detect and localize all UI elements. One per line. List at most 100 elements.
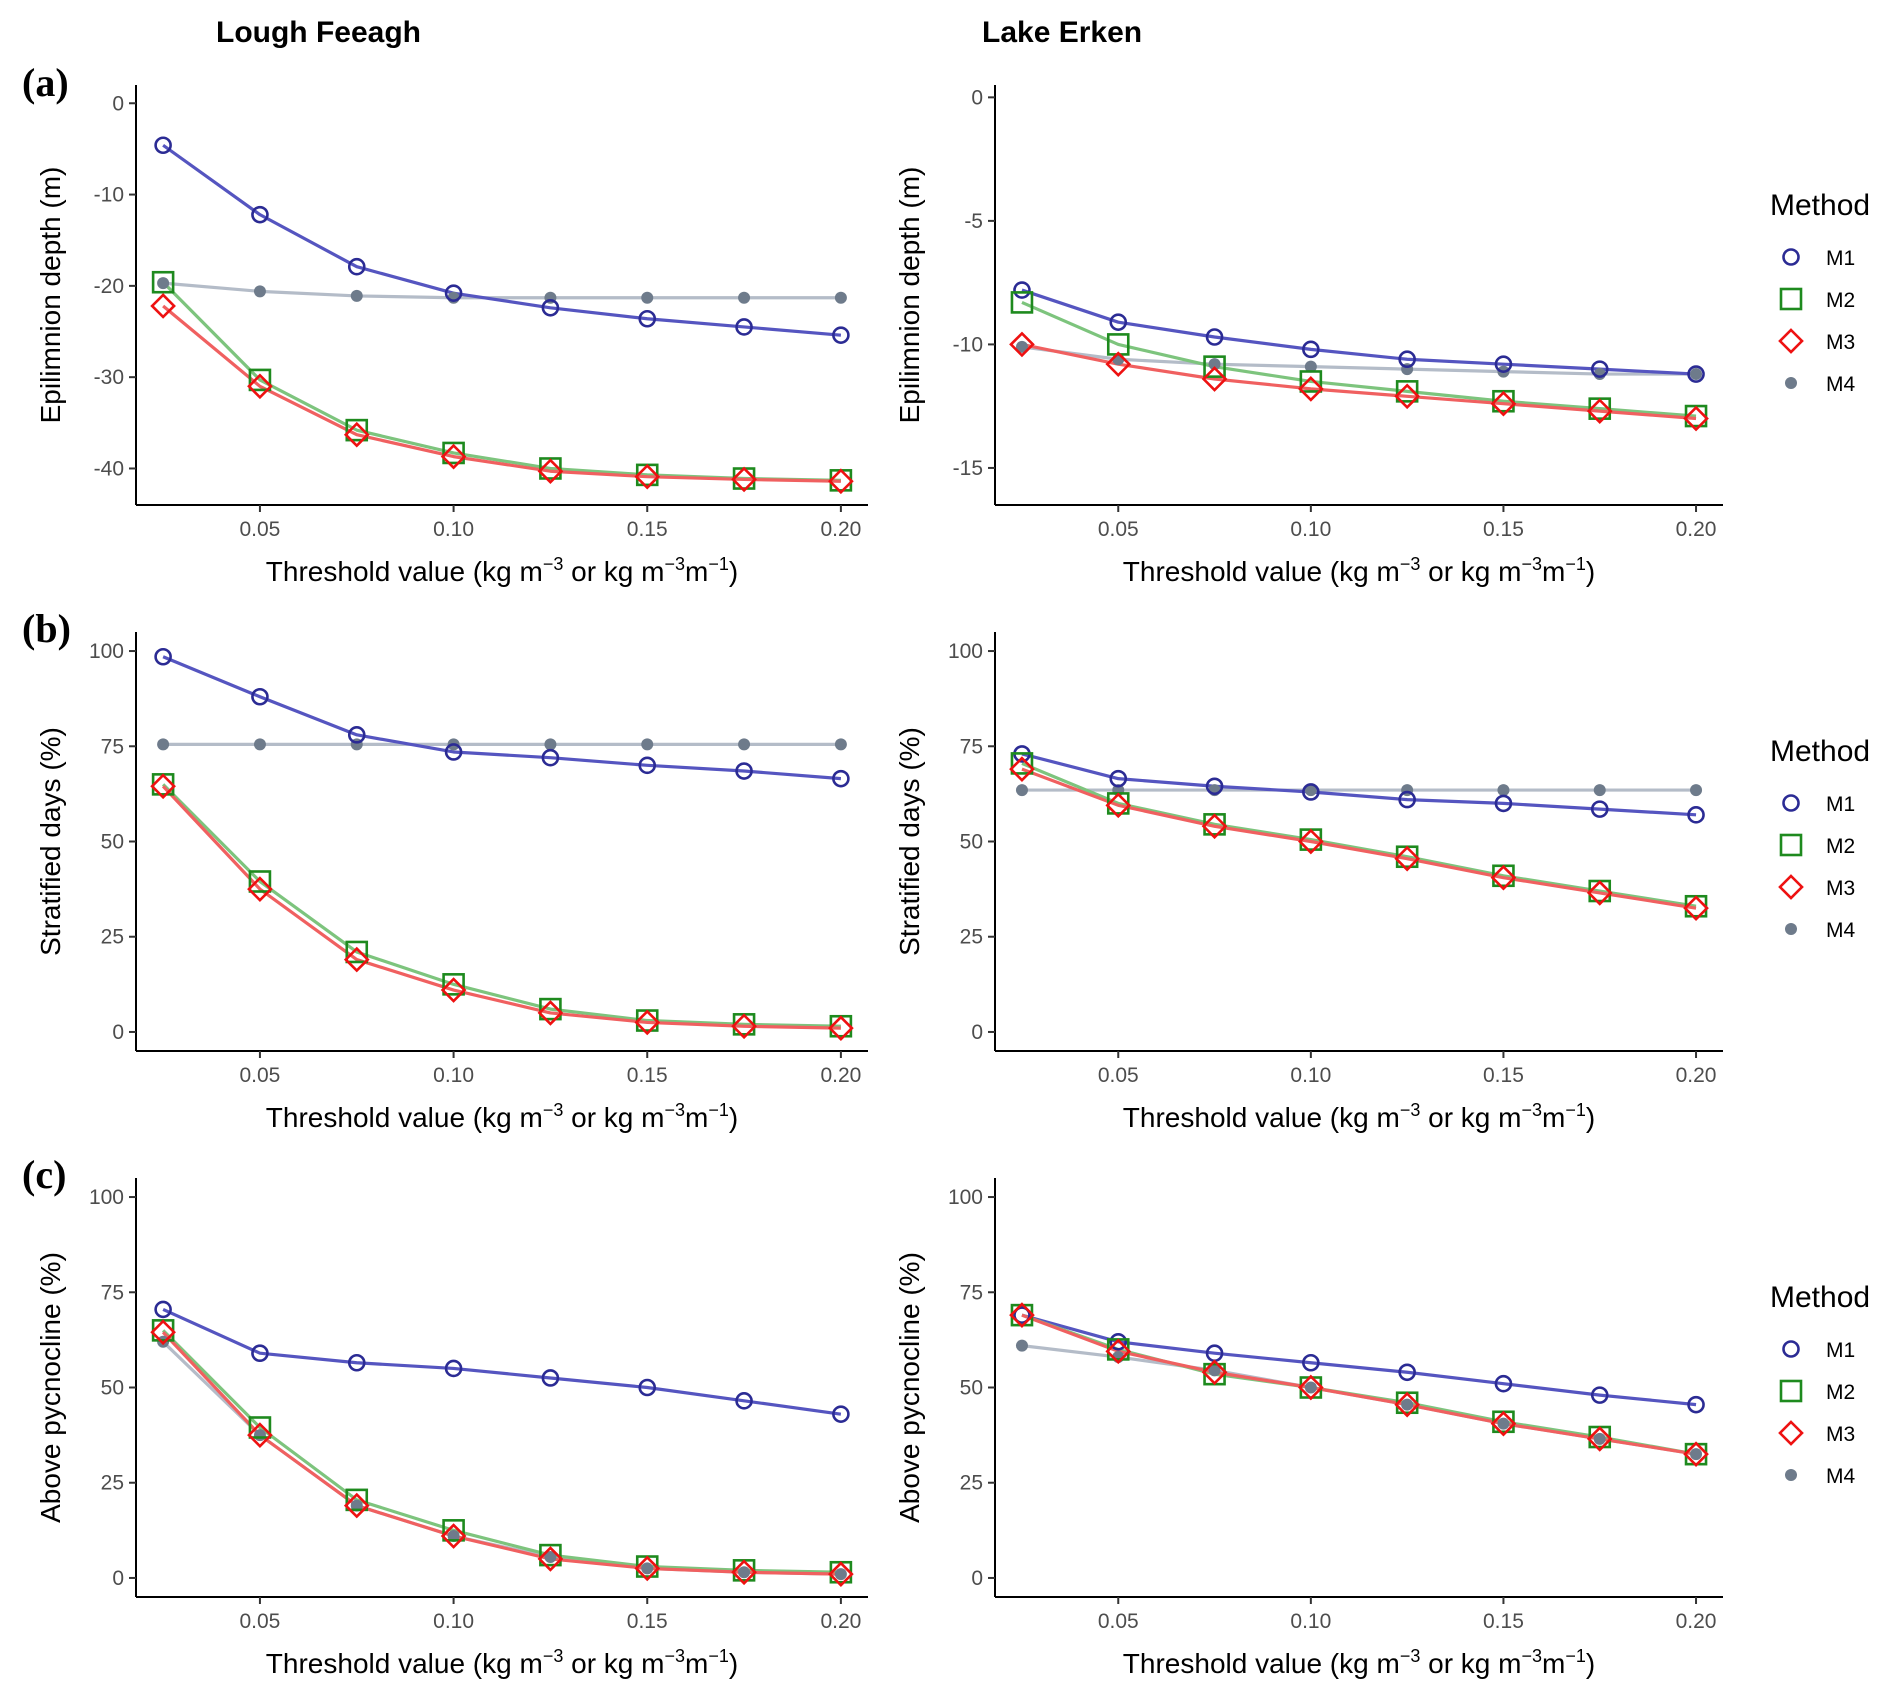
- m3-point: [1683, 1441, 1709, 1467]
- m3-point: [731, 1013, 757, 1040]
- m3-point: [1778, 1420, 1804, 1446]
- m1-point: [347, 257, 366, 276]
- m1-point: [1590, 800, 1609, 818]
- m4-point: [834, 738, 847, 751]
- m4-point: [641, 1562, 654, 1575]
- m2-point: [151, 270, 175, 294]
- m3-point: [247, 373, 273, 400]
- m4-point: [1015, 1339, 1028, 1352]
- m3-point: [343, 946, 370, 973]
- m3-point: [1298, 376, 1324, 402]
- m3-point: [1778, 328, 1804, 354]
- y-tick-label: -40: [94, 457, 124, 480]
- m1-point: [1302, 1353, 1320, 1372]
- m3-point: [1105, 792, 1132, 819]
- m3-point: [1298, 1374, 1324, 1401]
- x-tick-label: 0.20: [1676, 1064, 1717, 1087]
- m3-point: [1586, 398, 1613, 424]
- series-line-m2: [1021, 300, 1697, 418]
- m1-point: [1782, 1340, 1800, 1358]
- m2-point: [345, 940, 369, 964]
- m4-point: [157, 277, 170, 290]
- x-axis-title: Threshold value (kg m−3 or kg m−3m−1): [1123, 554, 1595, 587]
- y-tick-label: 25: [101, 926, 124, 949]
- m3-point: [1683, 895, 1709, 921]
- series-line-m1: [1021, 1313, 1697, 1407]
- legend-label-m3: M3: [1826, 331, 1855, 354]
- m2-point: [1010, 752, 1034, 775]
- m4-point: [1593, 784, 1606, 797]
- m1-point: [1109, 769, 1128, 788]
- y-axis-title: Epilimnion depth (m): [35, 167, 66, 424]
- m3-point: [440, 1523, 467, 1549]
- y-tick-label: 75: [101, 735, 124, 758]
- m4-point: [253, 285, 266, 298]
- m1-point: [444, 743, 463, 761]
- m1-point: [251, 205, 269, 224]
- m3-point: [1009, 1302, 1035, 1328]
- y-tick-label: -30: [94, 366, 124, 389]
- legend: Method M1 M2 M3 M4: [1770, 735, 1870, 942]
- m1-point: [541, 748, 560, 767]
- chart-b-feeagh: 0 25 50 75 100 0.05 0.10 0.15 0.20 Stratified day…: [35, 632, 868, 1133]
- m3-point: [1586, 880, 1613, 906]
- series-line-m1: [1021, 288, 1697, 376]
- m1-point: [1782, 248, 1800, 266]
- m3-point: [537, 458, 564, 485]
- m3-point: [1490, 1410, 1517, 1437]
- y-tick-label: -10: [94, 184, 124, 207]
- m2-point: [248, 1416, 272, 1439]
- m3-point: [1394, 845, 1420, 872]
- series-line-m3: [162, 304, 841, 483]
- m4-point: [253, 738, 266, 751]
- m3-point: [1586, 1426, 1613, 1452]
- m3-point: [440, 443, 467, 470]
- m1-point: [1590, 360, 1609, 378]
- m1-point: [735, 1392, 753, 1410]
- y-tick-label: -20: [94, 275, 124, 298]
- m1-point: [1205, 777, 1224, 796]
- y-axis-title: Above pycnocline (%): [894, 1252, 925, 1523]
- m2-point: [1779, 287, 1803, 311]
- x-axis-title: Threshold value (kg m−3 or kg m−3m−1): [266, 554, 738, 587]
- m3-point: [343, 421, 370, 448]
- x-tick-label: 0.05: [239, 1064, 280, 1087]
- m4-point: [834, 291, 847, 304]
- m1-point: [1687, 806, 1705, 824]
- y-tick-label: 0: [971, 1567, 983, 1590]
- y-tick-label: 75: [101, 1281, 124, 1304]
- y-tick-label: 0: [112, 1021, 124, 1044]
- m4-point: [157, 738, 170, 751]
- y-tick-label: 100: [948, 1186, 983, 1209]
- y-tick-label: 50: [101, 831, 124, 854]
- y-tick-label: 100: [948, 640, 983, 663]
- m3-point: [343, 1492, 370, 1519]
- panel-label-c: (c): [22, 1152, 66, 1197]
- m1-point: [154, 136, 172, 155]
- legend-label-m4: M4: [1826, 373, 1855, 396]
- m2-point: [248, 368, 272, 392]
- m2-point: [345, 1488, 369, 1512]
- m1-point: [735, 318, 753, 336]
- x-axis-title: Threshold value (kg m−3 or kg m−3m−1): [1123, 1100, 1595, 1133]
- x-tick-label: 0.15: [1483, 518, 1524, 541]
- m4-point: [253, 1429, 266, 1442]
- m4-point: [1015, 784, 1028, 797]
- x-tick-label: 0.05: [1098, 1064, 1139, 1087]
- m3-point: [537, 1000, 564, 1026]
- m4-point: [1304, 360, 1317, 373]
- m3-point: [731, 1559, 757, 1586]
- m4-point: [1785, 1469, 1797, 1481]
- m3-point: [634, 1555, 661, 1582]
- m2-point: [1395, 380, 1419, 403]
- x-tick-label: 0.05: [1098, 1610, 1139, 1633]
- m3-point: [731, 466, 757, 493]
- x-tick-label: 0.20: [820, 1064, 861, 1087]
- y-axis-title: Above pycnocline (%): [35, 1252, 66, 1523]
- m4-point: [1208, 358, 1221, 371]
- series-line-m2: [161, 1329, 841, 1574]
- y-tick-label: 50: [101, 1377, 124, 1400]
- series-line-m4: [1021, 345, 1697, 376]
- legend-title: Method: [1770, 735, 1870, 768]
- m1-point: [832, 769, 850, 788]
